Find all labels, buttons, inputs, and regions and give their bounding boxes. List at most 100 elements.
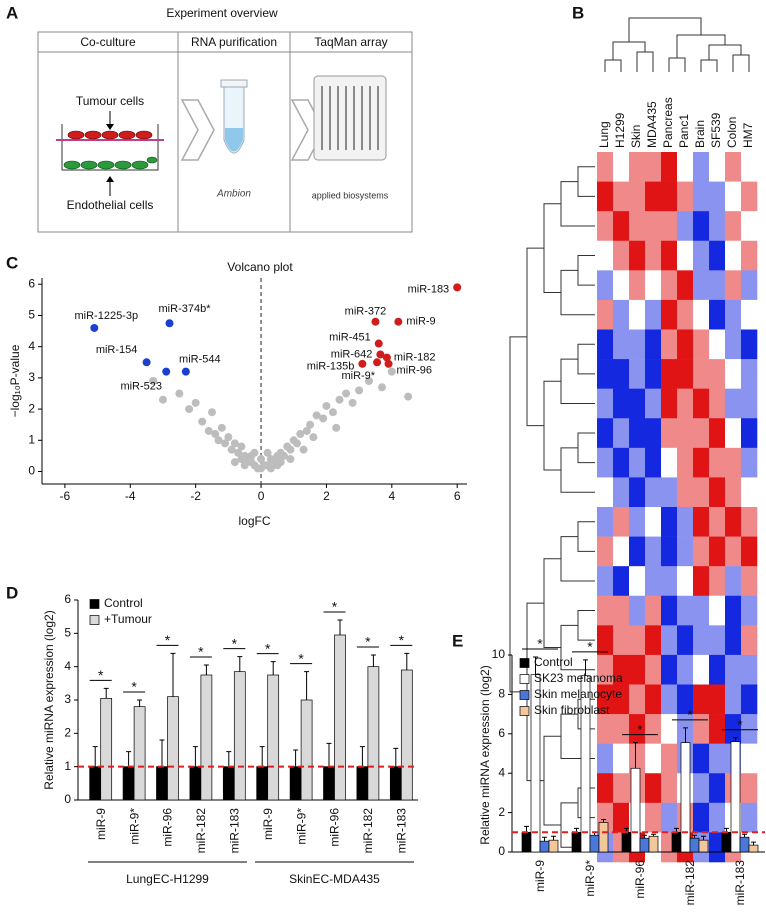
point — [306, 420, 315, 429]
heat-cell — [629, 654, 646, 685]
bar — [122, 766, 135, 801]
bar — [721, 831, 732, 853]
bar — [323, 766, 335, 801]
panel-label: C — [6, 253, 18, 272]
heat-cell — [709, 359, 726, 389]
point — [302, 426, 311, 435]
error-bar — [337, 619, 343, 635]
endothelial-label: Endothelial cells — [67, 198, 154, 212]
point — [296, 430, 305, 439]
x-axis-label: logFC — [238, 514, 270, 528]
heat-cell — [677, 359, 694, 389]
significance-mark: * — [298, 650, 304, 666]
bar — [639, 837, 650, 853]
heat-cell — [613, 181, 630, 212]
error-bar — [137, 699, 143, 707]
heat-cell — [741, 270, 758, 301]
bar — [133, 706, 146, 801]
error-bar — [359, 746, 365, 767]
panel-label: B — [572, 3, 584, 22]
point — [279, 451, 288, 460]
heat-cell — [709, 418, 726, 449]
column-label: Lung — [597, 121, 611, 148]
heat-cell — [597, 595, 614, 626]
heat-cell — [709, 536, 726, 567]
heat-cell — [741, 654, 758, 685]
bar — [100, 697, 113, 801]
heat-cell — [741, 447, 758, 478]
heat-cell — [693, 654, 710, 685]
heat-cell — [709, 329, 726, 360]
point — [312, 411, 321, 420]
significance-mark: * — [365, 634, 371, 650]
heat-cell — [629, 743, 646, 774]
point — [240, 461, 249, 470]
heat-cell — [597, 447, 614, 478]
heat-cell — [709, 802, 726, 833]
heat-cell — [677, 388, 694, 419]
heat-cell — [741, 566, 758, 597]
overview-title: Experiment overview — [166, 6, 278, 20]
point — [217, 423, 226, 432]
point-label: miR-182 — [394, 351, 436, 363]
point — [378, 383, 386, 392]
heat-cell — [709, 625, 726, 656]
heat-cell — [629, 625, 646, 656]
tumour-cells — [67, 130, 153, 140]
x-tick-label: miR-9 — [533, 860, 547, 892]
point — [181, 367, 190, 376]
heat-cell — [661, 654, 678, 685]
arrow-head — [106, 176, 114, 182]
x-tick-label: miR-183 — [394, 808, 408, 854]
error-bar — [542, 836, 547, 842]
point — [374, 339, 383, 348]
bar — [548, 839, 559, 853]
error-bar — [103, 687, 109, 699]
error-bar — [237, 656, 243, 672]
heat-cell — [677, 684, 694, 715]
arrow-head — [106, 124, 114, 130]
heat-cell — [741, 714, 758, 744]
bar — [698, 839, 709, 853]
heat-cell — [613, 270, 630, 301]
point — [319, 414, 328, 423]
heat-cell — [741, 773, 758, 804]
heat-cell — [741, 684, 758, 715]
point — [158, 395, 167, 404]
heat-cell — [629, 359, 646, 389]
heat-cell — [741, 595, 758, 626]
point — [348, 398, 357, 407]
point — [266, 464, 275, 473]
significance-mark: * — [587, 639, 593, 655]
well — [61, 124, 159, 171]
x-tick-label: miR-9 — [94, 808, 108, 840]
heat-cell — [597, 152, 614, 182]
heat-cell — [725, 181, 742, 212]
heat-cell — [645, 477, 662, 508]
point — [299, 445, 308, 454]
y-tick-label: 6 — [64, 592, 71, 606]
bar — [233, 671, 246, 801]
column-label: Pancreas — [661, 97, 675, 148]
point-label: miR-372 — [345, 306, 387, 318]
heat-cell — [629, 566, 646, 597]
x-tick-label: miR-183 — [227, 808, 241, 854]
heat-cell — [661, 152, 678, 182]
heat-cell — [709, 566, 726, 597]
heat-cell — [645, 299, 662, 330]
heat-cell — [709, 181, 726, 212]
significance-mark: * — [165, 632, 171, 648]
point — [211, 430, 220, 439]
point — [237, 442, 246, 451]
heat-cell — [741, 507, 758, 537]
heat-cell — [661, 566, 678, 597]
error-bar — [701, 835, 706, 841]
heat-cell — [741, 388, 758, 419]
heat-cell — [629, 714, 646, 744]
heat-cell — [645, 595, 662, 626]
heat-cell — [693, 299, 710, 330]
point-label: miR-642 — [331, 348, 373, 360]
heat-cell — [693, 152, 710, 182]
heat-cell — [677, 536, 694, 567]
heat-cell — [709, 240, 726, 271]
